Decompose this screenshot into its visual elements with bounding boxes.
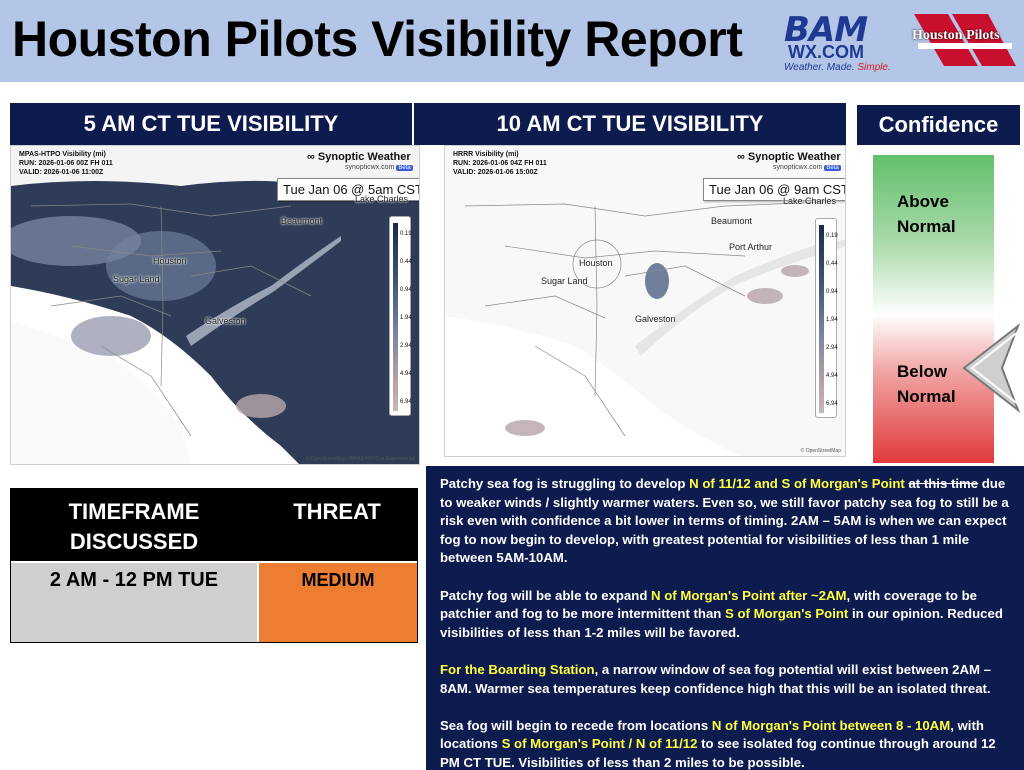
map-10am-timestamp: Tue Jan 06 @ 9am CST [703, 178, 845, 201]
timeframe-cell: 2 AM - 12 PM TUE [11, 561, 257, 642]
confidence-below-label: Below Normal [897, 362, 956, 406]
city-label: Lake Charles [783, 196, 837, 206]
confidence-title: Confidence [857, 105, 1020, 145]
city-label: Beaumont [281, 216, 323, 226]
map-attribution: © OpenStreetMap [800, 448, 841, 454]
synoptic-brand: ∞ Synoptic Weather [737, 151, 841, 163]
table-header: TIMEFRAME DISCUSSED THREAT [11, 489, 417, 561]
city-label: Port Arthur [729, 242, 773, 252]
map-attribution: © OpenStreetMap | MPAS-HTPO is Experimen… [305, 456, 415, 462]
discussion-paragraph: Patchy sea fog is struggling to develop … [440, 476, 1009, 566]
city-label: Galveston [635, 314, 676, 324]
visibility-legend: 0.19 0.44 0.94 1.94 2.94 4.94 6.94 [389, 216, 412, 416]
visibility-legend: 0.19 0.44 0.94 1.94 2.94 4.94 6.94 [815, 218, 838, 418]
forecast-discussion: Patchy sea fog is struggling to develop … [426, 466, 1024, 770]
bamwx-logo-name: BAM [784, 10, 868, 50]
city-label: Sugar Land [113, 274, 160, 284]
city-label: Galveston [205, 316, 246, 326]
bamwx-logo: BAM WX.COM Weather. Made. Simple. [784, 8, 902, 76]
threat-header: THREAT [293, 499, 381, 524]
city-label: Beaumont [711, 216, 753, 226]
city-label: Lake Charles [355, 194, 409, 204]
left-map-title: 5 AM CT TUE VISIBILITY [10, 103, 412, 145]
header-bar: Houston Pilots Visibility Report BAM WX.… [0, 0, 1024, 82]
discussion-paragraph: For the Boarding Station, a narrow windo… [440, 661, 992, 696]
timeframe-header: TIMEFRAME DISCUSSED [68, 499, 200, 554]
city-label: Houston [153, 256, 187, 266]
map-10am-meta: HRRR Visibility (mi) RUN: 2026-01-06 04Z… [453, 151, 547, 176]
threat-cell: MEDIUM [257, 561, 417, 642]
visibility-map-10am: HRRR Visibility (mi) RUN: 2026-01-06 04Z… [444, 145, 846, 457]
confidence-scale: Above Normal Below Normal [873, 155, 994, 463]
discussion-paragraph: Sea fog will begin to recede from locati… [440, 717, 996, 770]
bamwx-tagline: Weather. Made. Simple. [784, 62, 891, 73]
houston-pilots-logo: Houston Pilots [908, 6, 1018, 78]
confidence-above-label: Above Normal [897, 192, 956, 236]
map-5am-meta: MPAS-HTPO Visibility (mi) RUN: 2026-01-0… [19, 151, 113, 176]
city-label: Sugar Land [541, 276, 588, 286]
synoptic-url: synopticwx.com Beta [773, 164, 841, 171]
timeframe-threat-table: TIMEFRAME DISCUSSED THREAT 2 AM - 12 PM … [10, 488, 418, 643]
confidence-indicator-arrow-icon [962, 323, 1021, 413]
discussion-paragraph: Patchy fog will be able to expand N of M… [440, 587, 1003, 640]
visibility-map-5am: MPAS-HTPO Visibility (mi) RUN: 2026-01-0… [10, 145, 420, 465]
page-title: Houston Pilots Visibility Report [12, 11, 743, 67]
right-map-title: 10 AM CT TUE VISIBILITY [414, 103, 846, 145]
city-label: Houston [579, 258, 613, 268]
bamwx-logo-sub: WX.COM [788, 42, 864, 62]
synoptic-url: synopticwx.com Beta [345, 164, 413, 171]
map-5am-timestamp: Tue Jan 06 @ 5am CST [277, 178, 419, 201]
synoptic-brand: ∞ Synoptic Weather [307, 151, 411, 163]
